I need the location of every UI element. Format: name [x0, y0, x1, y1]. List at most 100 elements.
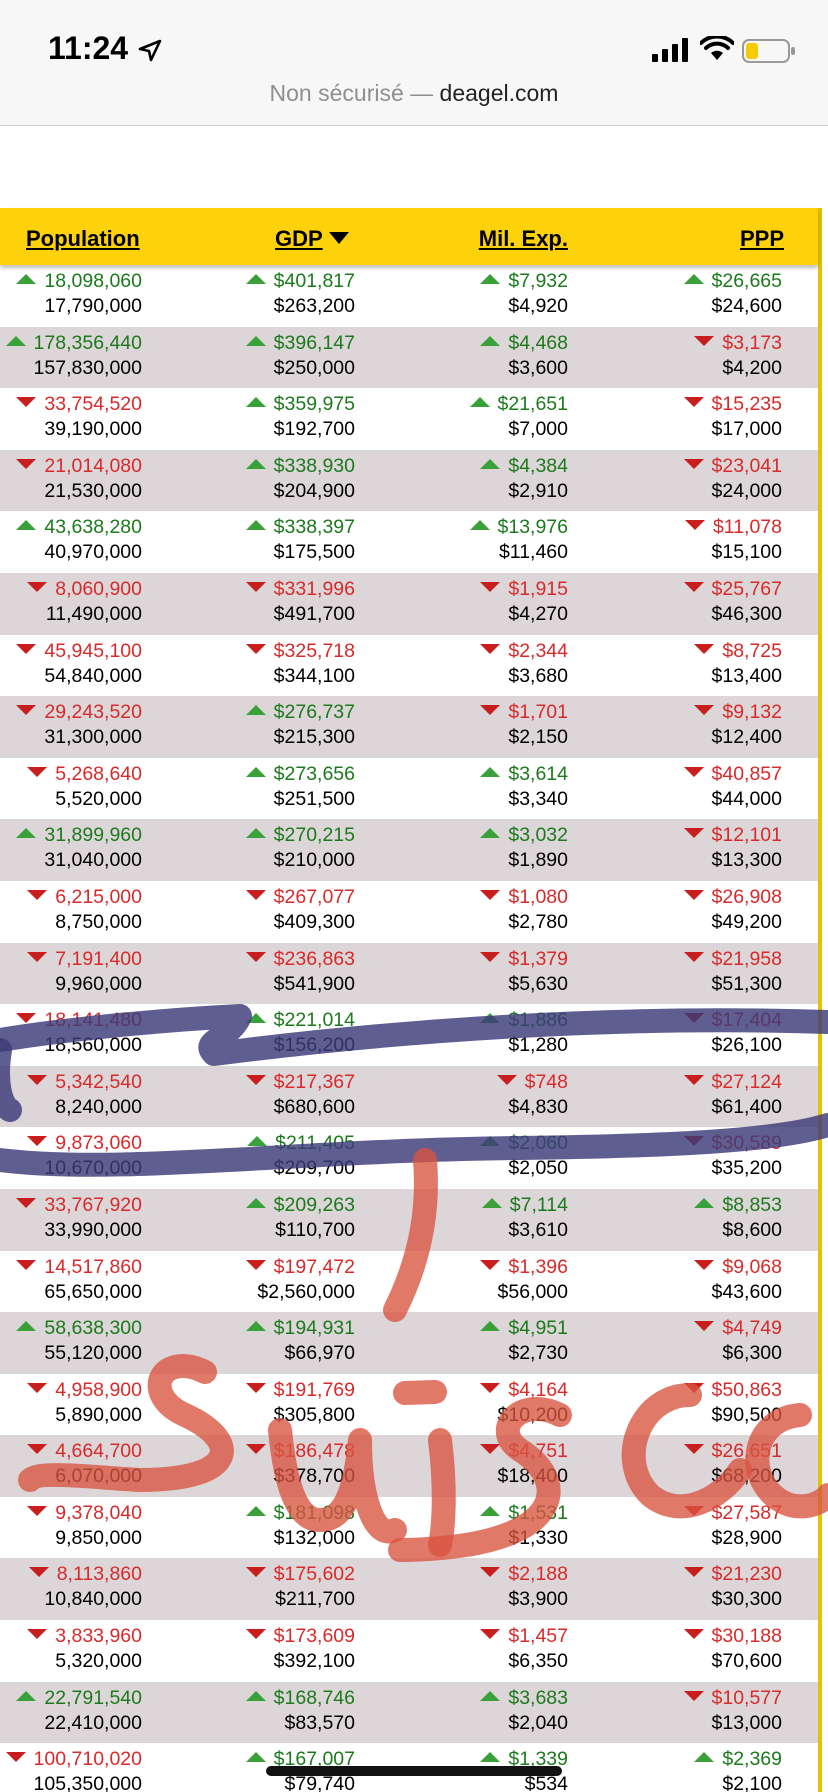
trend-down-icon	[683, 1629, 704, 1640]
cell-ppp: $12,101 $13,300	[683, 823, 782, 873]
cell-ppp: $2,369 $2,100	[694, 1747, 782, 1792]
previous-value: $2,910	[508, 479, 568, 502]
current-value: $11,078	[684, 515, 782, 540]
previous-value: $541,900	[273, 972, 355, 995]
previous-value: 10,670,000	[44, 1157, 142, 1180]
previous-value: 55,120,000	[44, 1342, 142, 1365]
table-row: 9,378,040 9,850,000 $181,098 $132,000 $1,531…	[0, 1497, 818, 1559]
current-value: $21,651	[469, 392, 568, 417]
trend-down-icon	[16, 397, 37, 408]
current-value-text: 31,899,960	[44, 824, 142, 847]
current-value: $21,958	[683, 947, 783, 972]
trend-down-icon	[480, 1382, 501, 1393]
cell-gdp: $217,367 $680,600	[245, 1070, 355, 1120]
previous-value: $1,890	[508, 849, 568, 872]
previous-value: $409,300	[273, 910, 355, 933]
previous-value: $51,300	[711, 972, 783, 995]
current-value-text: $1,915	[508, 577, 568, 600]
current-value: $338,930	[245, 454, 355, 479]
current-value: 8,113,860	[28, 1562, 142, 1587]
address-bar[interactable]: Non sécurisé — deagel.com	[0, 76, 828, 126]
current-value: $1,701	[480, 700, 568, 725]
current-value: $191,769	[245, 1378, 355, 1403]
current-value-text: 45,945,100	[44, 639, 142, 662]
current-value: $338,397	[245, 515, 355, 540]
current-value: $7,114	[481, 1193, 568, 1218]
cell-gdp: $338,397 $175,500	[245, 515, 355, 565]
previous-value: $35,200	[711, 1157, 783, 1180]
previous-value: $2,040	[508, 1711, 568, 1734]
previous-value: $378,700	[273, 1465, 355, 1488]
cell-gdp: $267,077 $409,300	[245, 885, 355, 935]
current-value-text: $30,188	[711, 1625, 783, 1648]
previous-value: $10,200	[497, 1403, 569, 1426]
current-value-text: 3,833,960	[55, 1625, 142, 1648]
cell-ppp: $26,651 $68,200	[683, 1439, 782, 1489]
trend-up-icon	[245, 1690, 266, 1701]
cell-mil-exp: $1,531 $1,330	[480, 1501, 568, 1551]
cell-population: 9,873,060 10,670,000	[27, 1131, 142, 1181]
current-value: 18,098,060	[16, 269, 142, 294]
current-value: 8,060,900	[27, 577, 142, 602]
current-value-text: $25,767	[711, 577, 783, 600]
current-value-text: $2,344	[508, 639, 568, 662]
trend-down-icon	[683, 1505, 704, 1516]
table-row: 45,945,100 54,840,000 $325,718 $344,100 $2,3…	[0, 635, 818, 697]
trend-down-icon	[245, 1567, 266, 1578]
cell-mil-exp: $2,344 $3,680	[480, 639, 568, 689]
current-value: $4,751	[480, 1439, 568, 1464]
previous-value: 33,990,000	[44, 1218, 142, 1241]
current-value-text: $27,124	[711, 1070, 783, 1093]
trend-down-icon	[27, 766, 48, 777]
previous-value: $2,050	[508, 1157, 568, 1180]
cell-population: 9,378,040 9,850,000	[27, 1501, 142, 1551]
previous-value: $2,150	[508, 726, 568, 749]
current-value-text: 9,378,040	[55, 1501, 142, 1524]
current-value-text: $173,609	[273, 1625, 355, 1648]
current-value-text: $23,041	[711, 454, 783, 477]
previous-value: 5,890,000	[55, 1403, 142, 1426]
previous-value: 10,840,000	[44, 1588, 142, 1611]
header-mil-exp[interactable]: Mil. Exp.	[478, 226, 568, 251]
cell-gdp: $175,602 $211,700	[245, 1562, 355, 1612]
home-indicator[interactable]	[266, 1766, 562, 1776]
trend-down-icon	[683, 1136, 704, 1147]
current-value: $15,235	[683, 392, 782, 417]
current-value: 7,191,400	[27, 947, 142, 972]
trend-down-icon	[27, 1382, 48, 1393]
previous-value: $12,400	[711, 726, 783, 749]
current-value-text: $50,863	[711, 1378, 783, 1401]
previous-value: $2,730	[508, 1342, 568, 1365]
previous-value: $18,400	[497, 1465, 569, 1488]
current-value-text: $21,958	[711, 947, 783, 970]
previous-value: $110,700	[275, 1218, 355, 1241]
current-value-text: $1,339	[508, 1748, 568, 1771]
header-ppp[interactable]: PPP	[739, 226, 784, 251]
cell-population: 18,141,480 18,560,000	[16, 1008, 142, 1058]
trend-up-icon	[245, 335, 266, 346]
current-value-text: $396,147	[273, 331, 355, 354]
table-row: 4,958,900 5,890,000 $191,769 $305,800 $4,164…	[0, 1374, 818, 1436]
current-value: 21,014,080	[16, 454, 142, 479]
header-population[interactable]: Population	[26, 226, 140, 251]
current-value: $40,857	[683, 762, 782, 787]
trend-down-icon	[683, 951, 704, 962]
url-text[interactable]: Non sécurisé — deagel.com	[270, 80, 559, 107]
previous-value: $209,700	[273, 1157, 355, 1180]
current-value-text: $4,951	[508, 1317, 568, 1340]
cell-mil-exp: $1,886 $1,280	[480, 1008, 568, 1058]
trend-up-icon	[16, 520, 37, 531]
current-value-text: $9,068	[722, 1255, 782, 1278]
url-security-label: Non sécurisé —	[269, 80, 434, 106]
current-value: $1,080	[480, 885, 568, 910]
cell-ppp: $3,173 $4,200	[694, 331, 782, 381]
current-value-text: $10,577	[711, 1686, 783, 1709]
trend-down-icon	[683, 1690, 704, 1701]
previous-value: $11,460	[498, 541, 568, 564]
current-value: 14,517,860	[16, 1255, 142, 1280]
previous-value: 54,840,000	[44, 664, 142, 687]
header-gdp[interactable]: GDP	[275, 226, 349, 252]
trend-down-icon	[16, 643, 37, 654]
current-value-text: $331,996	[273, 577, 355, 600]
cell-ppp: $15,235 $17,000	[683, 392, 782, 442]
